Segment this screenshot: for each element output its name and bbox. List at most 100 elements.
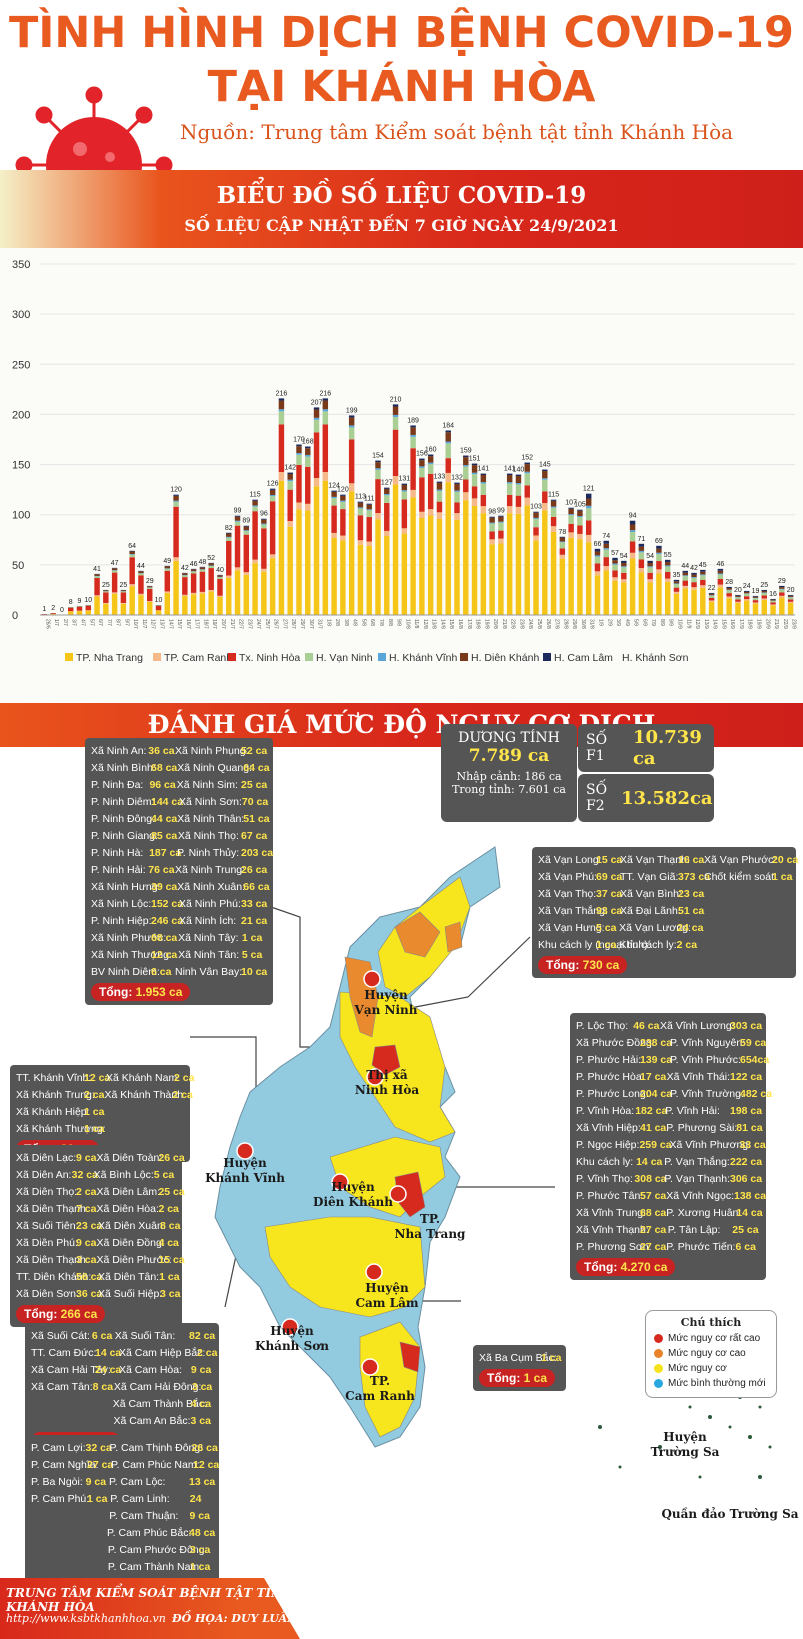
- box-case-count: 12 ca: [84, 1071, 111, 1084]
- bar-segment: [401, 533, 408, 615]
- bar-segment: [700, 574, 706, 576]
- box-row: Xã Diên An: 32 ca Xã Bình Lộc: 5 ca: [16, 1166, 176, 1183]
- bar-segment: [138, 571, 144, 574]
- bar-segment: [542, 510, 548, 615]
- box-case-count: 373 ca: [678, 870, 711, 883]
- bar-segment: [700, 579, 706, 586]
- box-place-name: Xã Đại Lãnh:: [620, 904, 681, 917]
- box-case-count: 6 ca: [735, 1240, 756, 1253]
- bar-segment: [427, 462, 434, 465]
- bar-segment: [103, 590, 109, 592]
- bar-segment: [252, 506, 258, 512]
- box-row: P. Ninh Hải: 76 ca Xã Ninh Trung: 26 ca: [91, 861, 267, 878]
- box-row: Xã Vạn Hưng: 5 ca Xã Vạn Lương: 24 ca: [538, 919, 790, 936]
- box-case-count: 24 ca: [677, 921, 704, 934]
- x-tick-label: 3/9: [615, 619, 621, 626]
- box-place-name: Chốt kiểm soát:: [704, 870, 777, 883]
- bar-segment: [401, 491, 408, 500]
- positive-value: 7.789 ca: [468, 746, 550, 766]
- bar-segment: [664, 559, 671, 563]
- legend-label: TP. Nha Trang: [76, 652, 143, 664]
- box-case-count: 69 ca: [596, 870, 623, 883]
- bar-segment: [542, 491, 548, 504]
- y-tick-label: 200: [12, 409, 30, 421]
- bar-segment: [243, 525, 250, 527]
- x-tick-label: 21/9: [773, 619, 779, 629]
- data-label: 121: [583, 486, 595, 493]
- bar-segment: [489, 516, 495, 518]
- bar-segment: [664, 565, 671, 567]
- box-case-count: 2 ca: [676, 938, 698, 951]
- bar-segment: [585, 520, 592, 535]
- bar-segment: [647, 560, 653, 564]
- bar-segment: [629, 532, 636, 542]
- bar-segment: [226, 577, 232, 615]
- box-row: P. Cam Thành Nam: 1 ca: [31, 1558, 213, 1575]
- bar-segment: [340, 500, 346, 502]
- bar-segment: [533, 512, 539, 518]
- box-place-name: BV Ninh Diêm:: [91, 965, 160, 978]
- bar-segment: [559, 541, 566, 543]
- bar-segment: [524, 505, 530, 615]
- legend-dot-icon: [654, 1364, 663, 1373]
- box-place-name: Xã Diên An:: [16, 1168, 72, 1181]
- bar-segment: [384, 495, 390, 503]
- legend-dot-icon: [654, 1379, 663, 1388]
- bar-segment: [726, 593, 732, 597]
- bar-segment: [357, 501, 364, 503]
- box-place-name: Xã Cam Tân:: [31, 1380, 93, 1393]
- bar-segment: [190, 592, 197, 595]
- box-case-count: 26 ca: [191, 1441, 218, 1454]
- bar-segment: [585, 542, 592, 615]
- x-tick-label: 28/7: [290, 619, 296, 629]
- x-tick-label: 20/9: [764, 619, 770, 629]
- bar-segment: [664, 578, 671, 582]
- box-case-count: 44 ca: [151, 812, 178, 825]
- bar-segment: [419, 466, 425, 468]
- bar-segment: [498, 530, 504, 539]
- bar-segment: [68, 611, 74, 615]
- bar-segment: [594, 563, 601, 572]
- box-total-value: 1 ca: [523, 1371, 548, 1385]
- box-place-name: Xã Cam Hòa:: [119, 1363, 183, 1376]
- box-place-name: P. Ngọc Hiệp:: [576, 1138, 640, 1151]
- x-tick-label: 22/8: [510, 619, 516, 629]
- bar-segment: [717, 587, 724, 615]
- box-case-count: 2 ca: [84, 1088, 105, 1101]
- data-label: 57: [611, 550, 619, 557]
- bar-segment: [366, 503, 372, 505]
- box-place-name: Xã Diên Lâm:: [96, 1185, 161, 1198]
- box-case-count: 32 ca: [71, 1168, 98, 1181]
- bar-segment: [322, 409, 329, 412]
- box-case-count: 26 ca: [241, 863, 268, 876]
- box-case-count: 32 ca: [85, 1441, 112, 1454]
- bar-segment: [392, 404, 399, 407]
- bar-segment: [743, 600, 750, 615]
- bar-segment: [656, 545, 662, 549]
- box-case-count: 10 ca: [241, 965, 268, 978]
- bar-segment: [489, 517, 495, 523]
- box-place-name: Xã Ninh An:: [91, 744, 147, 757]
- bar-segment: [252, 511, 258, 560]
- bar-segment: [700, 585, 706, 588]
- bar-segment: [445, 441, 451, 444]
- x-tick-label: 31/7: [317, 619, 323, 629]
- data-label: 151: [469, 456, 481, 463]
- data-label: 113: [355, 494, 366, 501]
- box-case-count: 57 ca: [640, 1189, 667, 1202]
- box-case-count: 12 ca: [193, 1458, 220, 1471]
- box-case-count: 203 ca: [241, 846, 274, 859]
- box-place-name: Xã Vạn Phước:: [704, 853, 777, 866]
- box-place-name: Xã Diên Sơn:: [16, 1287, 79, 1300]
- bar-segment: [445, 443, 451, 459]
- box-place-name: Xã Ninh Sim:: [176, 778, 238, 791]
- legend-swatch: [228, 653, 236, 661]
- bar-segment: [682, 585, 688, 589]
- box-place-name: P. Cam Lộc:: [109, 1475, 166, 1488]
- bar-segment: [269, 558, 276, 615]
- box-case-count: 20 ca: [772, 853, 799, 866]
- bar-segment: [673, 581, 680, 584]
- bar-segment: [524, 462, 530, 465]
- source-text: Nguồn: Trung tâm Kiểm soát bệnh tật tỉnh…: [180, 120, 734, 144]
- bar-segment: [550, 499, 557, 501]
